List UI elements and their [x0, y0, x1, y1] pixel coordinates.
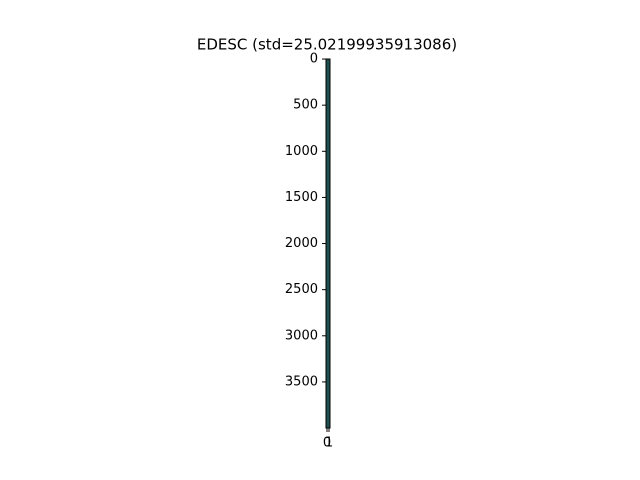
- y-tick-label: 500: [293, 98, 318, 113]
- y-tick-label: 0: [310, 52, 318, 67]
- y-tick-label: 1000: [285, 144, 318, 159]
- y-tick-label: 3500: [285, 374, 318, 389]
- y-tick-label: 3000: [285, 328, 318, 343]
- y-tick-label: 2500: [285, 282, 318, 297]
- y-tick-label: 2000: [285, 236, 318, 251]
- x-tick-label: 1: [325, 436, 333, 451]
- y-tick-label: 1500: [285, 190, 318, 205]
- x-tick-label: 0: [323, 436, 331, 451]
- image: [326, 59, 330, 428]
- chart-title: EDESC (std=25.02199935913086): [197, 36, 457, 54]
